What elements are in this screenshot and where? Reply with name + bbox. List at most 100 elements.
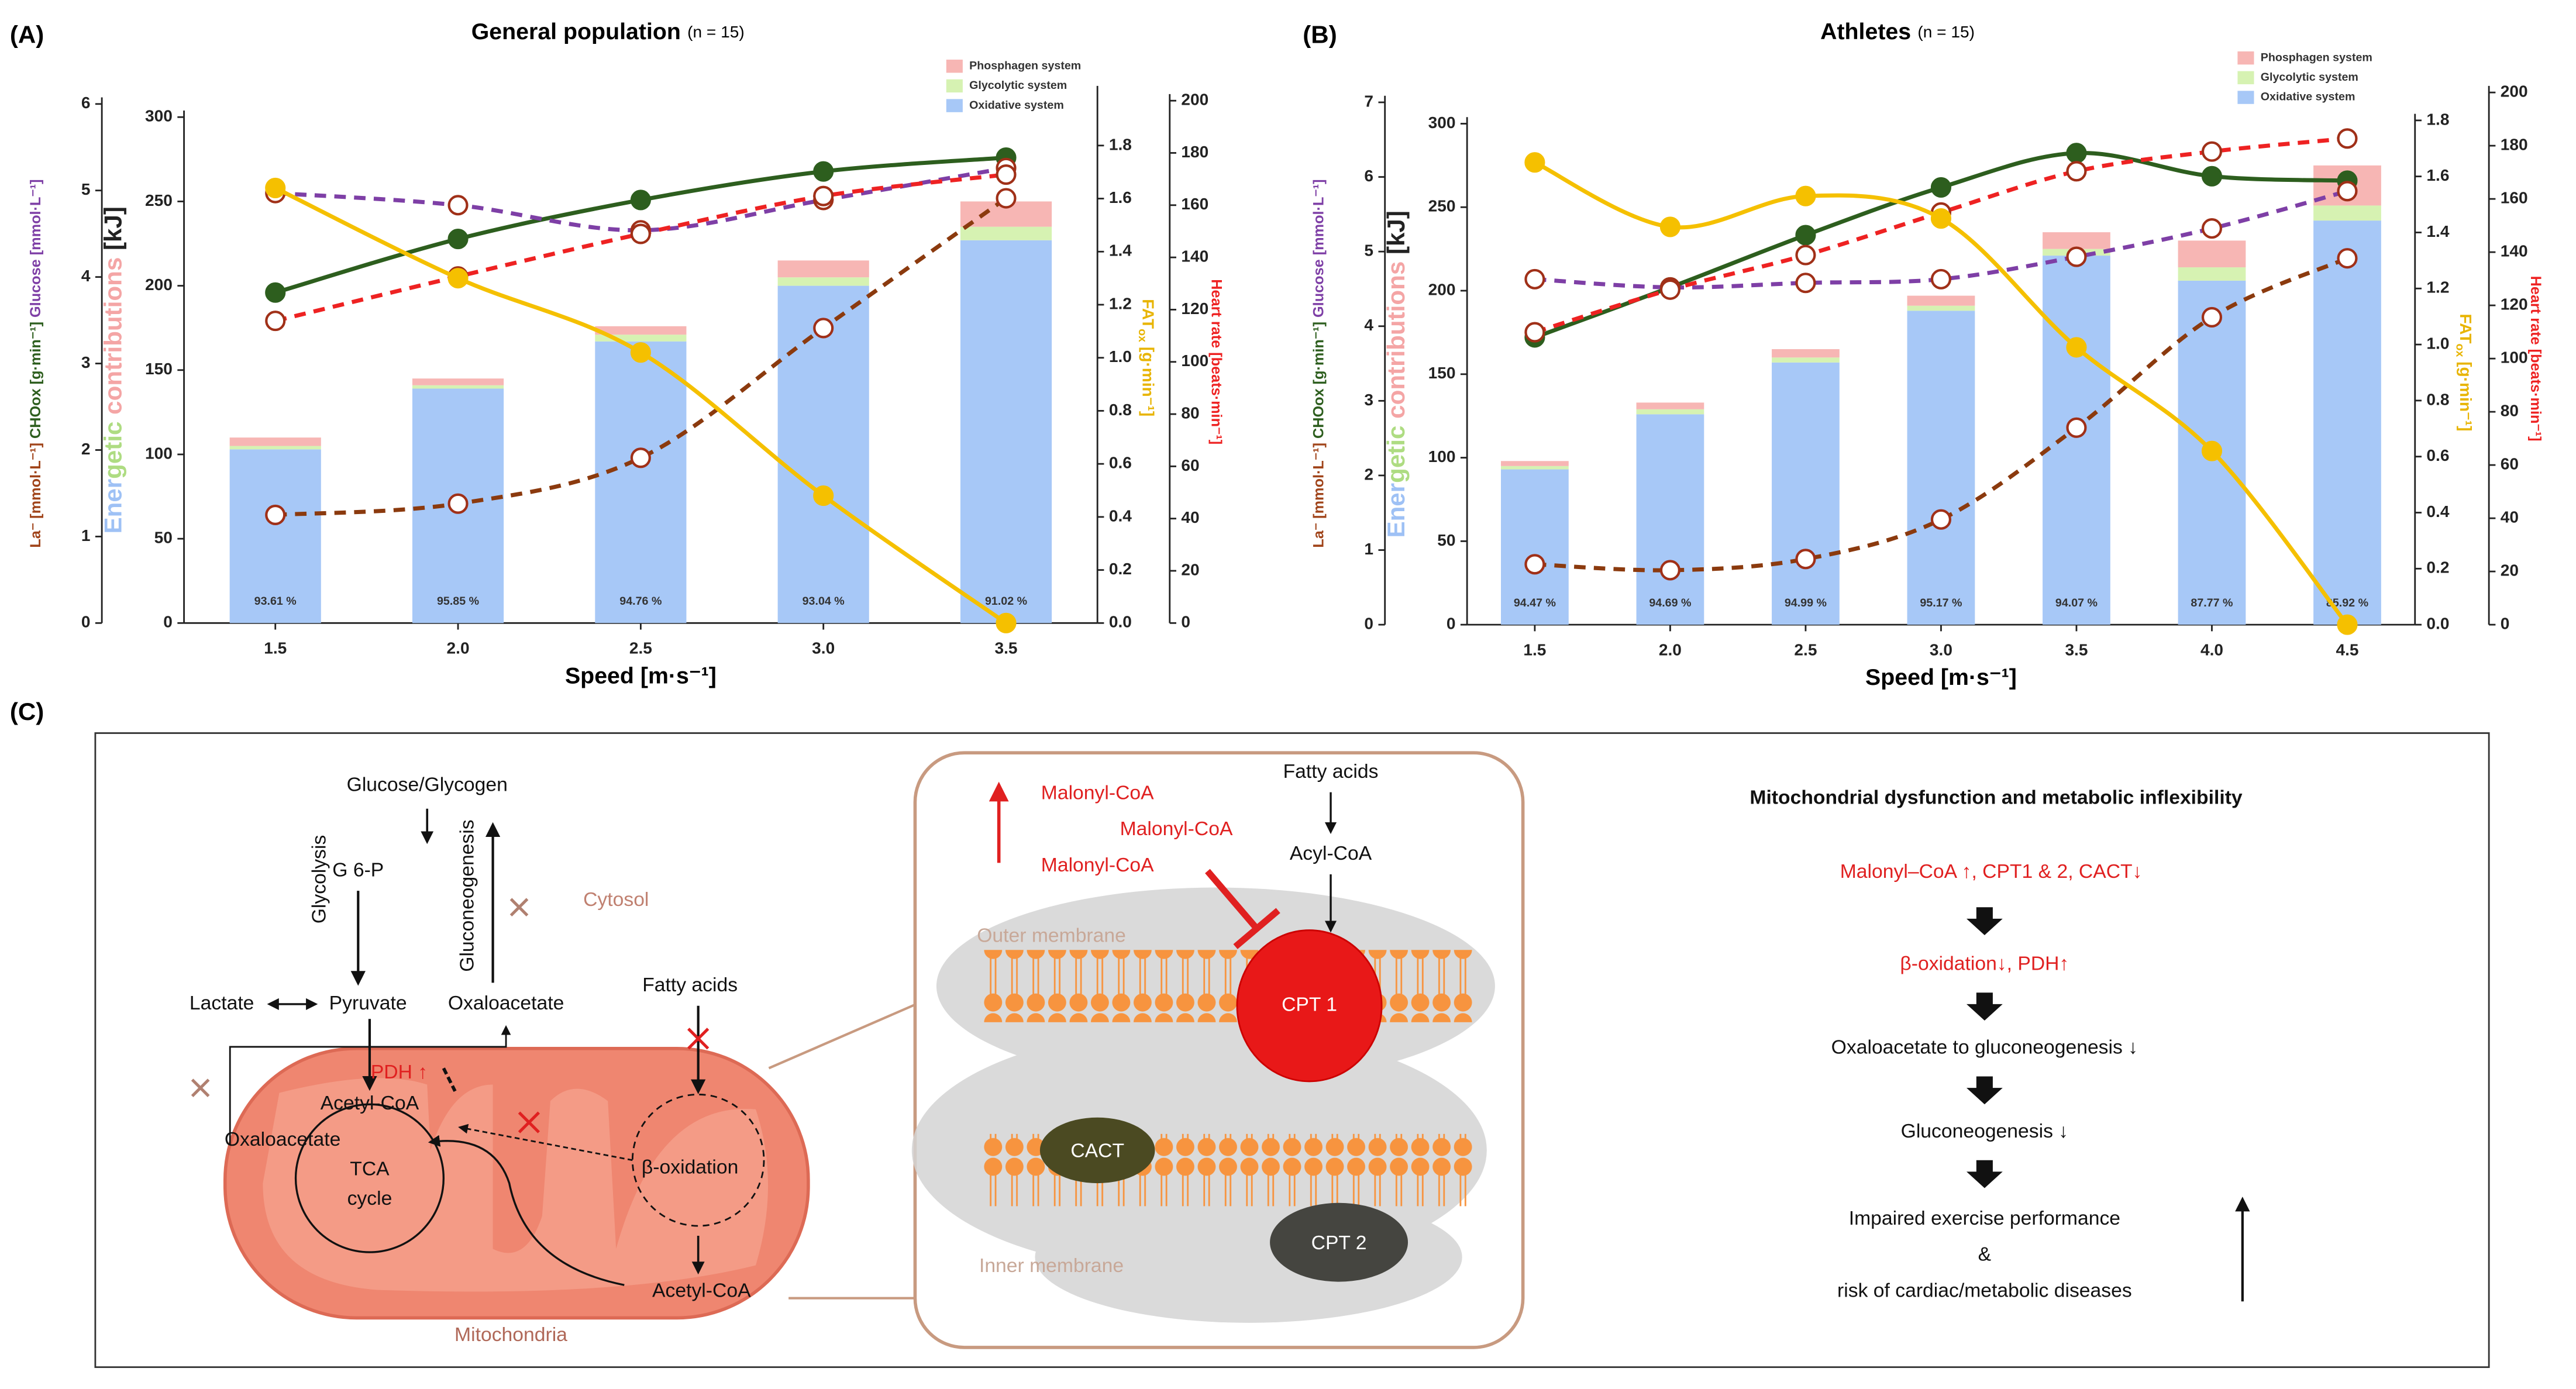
cpt2 [1270,1202,1408,1282]
line-marker [1524,152,1545,173]
y-tick-label: 0.2 [2426,559,2449,577]
cpt1 [1236,929,1383,1083]
line-marker [1930,268,1952,289]
bar [1907,305,1975,311]
axis-label-part: getic [99,422,127,479]
node-label: Malonyl-CoA [1041,854,1154,876]
line-marker [2201,166,2223,187]
node-label: Malonyl-CoA [1041,781,1154,804]
node-label: cycle [347,1187,392,1209]
bar [960,240,1052,623]
y-tick-label: 6 [81,94,91,112]
line-marker [1795,549,1816,570]
line-marker [1524,268,1545,289]
line-marker [1659,279,1680,300]
line-marker [1524,322,1545,343]
y-tick-label: 300 [1428,113,1456,132]
block [442,1067,457,1092]
bar-label: 93.61 % [254,595,297,608]
node-label: Acyl-CoA [1290,842,1372,864]
bar-label: 94.69 % [1649,597,1691,609]
node-label: CACT [1070,1140,1124,1162]
node-label: Mitochondria [454,1323,567,1346]
y-tick-label: 200 [1181,91,1208,109]
axis-label-part: [kJ] [99,206,127,257]
bar [412,378,504,385]
node-label: Oxaloacetate [448,992,564,1014]
line-marker [2337,128,2358,149]
y-tick-label: 100 [1181,351,1208,370]
y-tick-label: 200 [145,275,173,294]
axis-label: La⁻ [mmol·L⁻¹] CHOox [g·min⁻¹] Glucose [… [27,179,43,547]
y-tick-label: 60 [2501,455,2519,473]
line-marker [1524,554,1545,575]
bar [1772,357,1840,363]
axis-label-part: CHOox [g·min⁻¹] [1310,322,1327,443]
x-tick-label: 2.0 [1659,640,1682,659]
axis-label-part: getic [1382,426,1410,483]
axis-label-part: ox [1136,329,1149,342]
bar [1636,402,1704,409]
node-label: Glucose/Glycogen [347,773,508,795]
y-tick-label: 1.0 [1109,347,1132,366]
y-tick-label: 0.4 [1109,506,1132,525]
axis-label: FATox [g·min⁻¹] [1136,299,1157,416]
node-label: Oxaloacetate [225,1128,341,1150]
inhibition [1205,868,1280,949]
line-marker [2337,614,2358,635]
y-tick-label: 1.4 [1109,242,1132,260]
bar [1772,349,1840,358]
bar [1636,414,1704,625]
bar [2178,267,2246,281]
y-tick-label: 0 [1447,615,1456,633]
axis-label: Heart rate [beats·min⁻¹] [2527,276,2544,442]
bar [777,285,869,623]
bar-label: 93.04 % [803,595,845,608]
line-marker [447,268,469,289]
axis-label-part: Heart rate [beats·min⁻¹] [1208,279,1225,444]
y-tick-label: 1 [81,526,91,544]
y-tick-label: 300 [145,107,173,125]
line [275,166,1007,233]
chart-subtitle: (n = 15) [1917,23,1975,41]
x-tick-label: 3.5 [995,639,1018,657]
axis-label-part: Glucose [mmol·L⁻¹] [1310,179,1327,322]
line-marker [1659,560,1680,581]
node-label: CPT 2 [1311,1232,1367,1254]
chart-title-text: Athletes [1820,19,1911,44]
axis-label: La⁻ [mmol·L⁻¹] CHOox [g·min⁻¹] Glucose [… [1310,179,1327,547]
arrow [428,1135,625,1286]
axis-label-part: La⁻ [mmol·L⁻¹] [1310,443,1327,548]
line-marker [2201,218,2223,239]
bar [777,260,869,278]
bar [595,341,687,623]
line-marker [813,318,834,339]
y-tick-label: 0 [81,613,91,631]
line-marker [2337,181,2358,202]
bar [1907,295,1975,306]
y-tick-label: 0 [163,613,173,631]
line-marker [1795,225,1816,246]
chart-title: General population (n = 15) [471,19,745,44]
y-tick-label: 100 [2501,349,2528,367]
y-tick-label: 7 [1364,92,1373,110]
chart-title-text: General population [471,19,681,44]
bar [229,446,321,450]
axis-label: Energetic contributions [kJ] [99,206,127,533]
axis-label: Heart rate [beats·min⁻¹] [1208,279,1225,444]
axis-label-part: La⁻ [mmol·L⁻¹] [27,443,43,548]
y-tick-label: 160 [1181,195,1208,213]
panel-label: (A) [10,21,44,49]
bar [2178,240,2246,268]
line-marker [2066,246,2087,267]
node-label: Glycolysis [308,835,330,924]
bar-label: 94.07 % [2055,597,2098,609]
x-tick-label: 1.5 [1523,640,1546,659]
bar [2313,205,2381,221]
y-tick-label: 100 [145,444,173,462]
x-tick-label: 3.0 [1930,640,1952,659]
y-tick-label: 0 [1181,613,1190,631]
y-tick-label: 0.0 [2426,615,2449,633]
